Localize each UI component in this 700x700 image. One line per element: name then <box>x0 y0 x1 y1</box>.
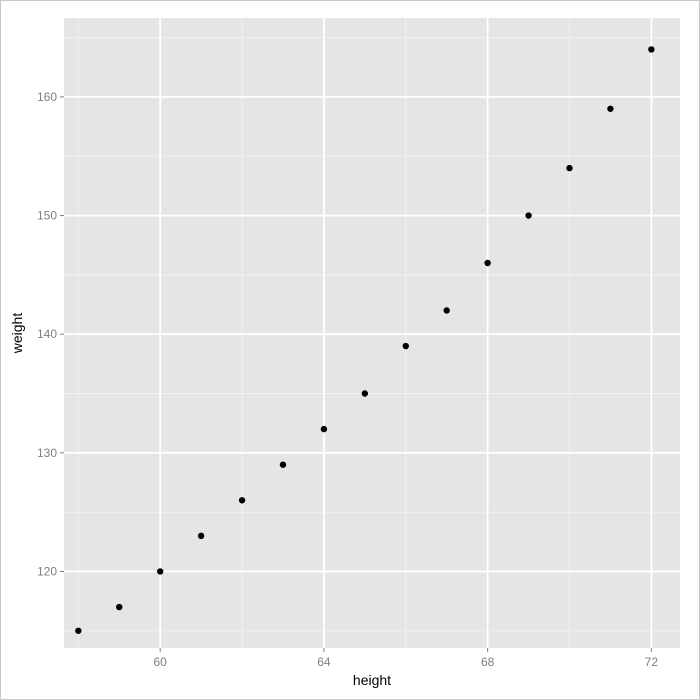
x-axis-title: height <box>353 672 391 688</box>
data-point <box>238 497 246 504</box>
data-point <box>75 627 82 634</box>
data-point <box>279 461 287 468</box>
x-axis-ticks: 60 64 68 72 <box>154 648 659 669</box>
y-axis-title: weight <box>9 313 25 355</box>
data-point <box>320 425 328 433</box>
data-point <box>361 390 369 397</box>
data-point <box>116 603 123 611</box>
data-point <box>607 105 614 112</box>
x-tick-label: 64 <box>317 655 331 669</box>
data-point <box>525 212 532 219</box>
y-axis-ticks: 120 130 140 150 160 <box>37 90 64 578</box>
y-tick-label: 160 <box>37 90 57 104</box>
data-point <box>197 532 205 540</box>
minor-gridlines <box>64 18 680 648</box>
data-point <box>156 568 164 575</box>
y-tick-label: 130 <box>37 446 57 460</box>
data-point <box>484 259 491 267</box>
major-gridlines <box>64 18 680 648</box>
y-tick-label: 140 <box>37 327 57 341</box>
y-tick-label: 150 <box>37 209 57 223</box>
data-point <box>443 307 450 314</box>
data-point <box>566 164 573 172</box>
x-tick-label: 72 <box>645 655 659 669</box>
data-point <box>402 342 409 350</box>
y-tick-label: 120 <box>37 564 57 578</box>
data-point <box>648 46 655 53</box>
x-tick-label: 68 <box>481 655 495 669</box>
data-points <box>75 46 655 634</box>
x-tick-label: 60 <box>154 655 168 669</box>
plot-panel <box>64 18 680 648</box>
